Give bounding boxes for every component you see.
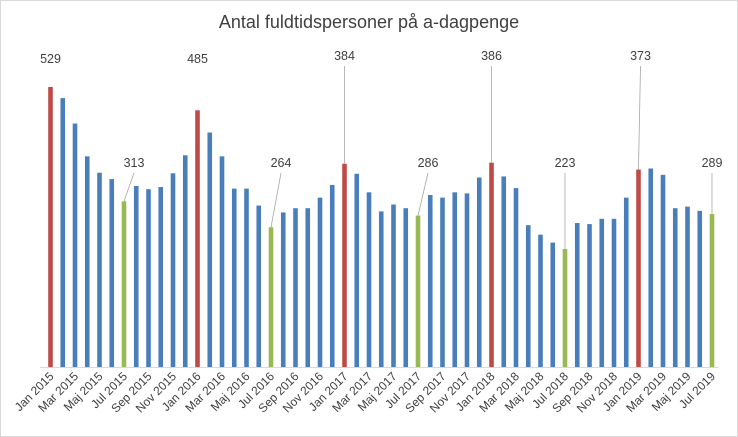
bar-apr-2016 [231, 188, 237, 367]
bar-apr-2015 [84, 156, 90, 367]
bar-dec-2018 [623, 197, 629, 367]
bar-jan-2019 [636, 169, 641, 367]
bar-nov-2017 [464, 193, 470, 367]
bar-mar-2019 [660, 174, 666, 367]
bar-jun-2015 [109, 179, 115, 367]
bar-sep-2017 [440, 197, 445, 367]
data-label-jul-2017: 286 [418, 156, 439, 170]
leader-line-jul-2016 [270, 172, 282, 228]
bar-apr-2017 [378, 211, 384, 367]
bar-feb-2016 [207, 132, 213, 367]
bar-mar-2018 [513, 188, 519, 367]
bar-okt-2015 [158, 187, 164, 367]
data-label-jan-2017: 384 [334, 49, 355, 63]
bar-maj-2019 [685, 206, 690, 367]
bar-jun-2016 [256, 205, 262, 367]
bar-okt-2018 [599, 218, 605, 367]
bar-okt-2016 [305, 208, 311, 367]
bar-sep-2018 [587, 224, 592, 367]
bar-jan-2018 [489, 162, 494, 367]
bar-nov-2016 [317, 197, 323, 367]
data-label-jan-2018: 386 [481, 49, 502, 63]
bar-mar-2015 [72, 123, 78, 368]
bar-mar-2017 [366, 192, 372, 367]
bar-aug-2017 [427, 194, 433, 367]
bar-sep-2016 [293, 208, 298, 367]
bar-jul-2018 [562, 248, 568, 367]
leader-line-jul-2017 [417, 172, 429, 216]
bar-aug-2018 [574, 223, 580, 367]
bar-jun-2018 [550, 242, 556, 367]
bar-jul-2017 [415, 215, 421, 367]
bar-dec-2015 [182, 155, 188, 367]
bar-jul-2016 [268, 227, 274, 367]
leader-line-jul-2015 [123, 172, 135, 202]
bar-jan-2015 [48, 87, 53, 367]
bar-apr-2019 [672, 208, 678, 367]
data-label-jul-2015: 313 [124, 156, 145, 170]
bar-jun-2017 [403, 208, 409, 367]
data-label-jul-2016: 264 [271, 156, 292, 170]
data-label-jul-2018: 223 [555, 156, 576, 170]
bar-aug-2015 [133, 185, 139, 367]
data-label-jul-2019: 289 [702, 156, 723, 170]
bar-feb-2015 [60, 98, 66, 368]
bar-nov-2018 [611, 218, 617, 367]
bar-dec-2016 [329, 184, 335, 367]
bar-jan-2017 [342, 163, 347, 367]
bar-sep-2015 [146, 189, 151, 367]
bar-maj-2017 [391, 204, 396, 367]
bar-jul-2019 [709, 214, 715, 367]
bar-mar-2016 [219, 156, 225, 367]
bar-maj-2018 [538, 234, 543, 367]
bar-okt-2017 [452, 192, 458, 367]
bar-feb-2019 [648, 168, 654, 367]
bar-dec-2017 [476, 177, 482, 367]
bar-feb-2018 [501, 176, 507, 367]
data-label-jan-2015: 529 [40, 52, 61, 66]
bar-jul-2015 [121, 201, 127, 367]
bar-jun-2019 [697, 210, 703, 367]
bar-apr-2018 [525, 225, 531, 367]
chart-title: Antal fuldtidspersoner på a-dagpenge [218, 12, 520, 32]
leader-line-jan-2019 [638, 65, 641, 170]
bar-maj-2015 [97, 172, 102, 367]
data-label-jan-2016: 485 [187, 52, 208, 66]
data-label-jan-2019: 373 [630, 49, 651, 63]
bar-feb-2017 [354, 173, 360, 367]
bar-maj-2016 [244, 188, 249, 367]
bar-aug-2016 [280, 212, 286, 367]
bar-jan-2016 [195, 110, 200, 367]
bar-nov-2015 [170, 173, 176, 367]
